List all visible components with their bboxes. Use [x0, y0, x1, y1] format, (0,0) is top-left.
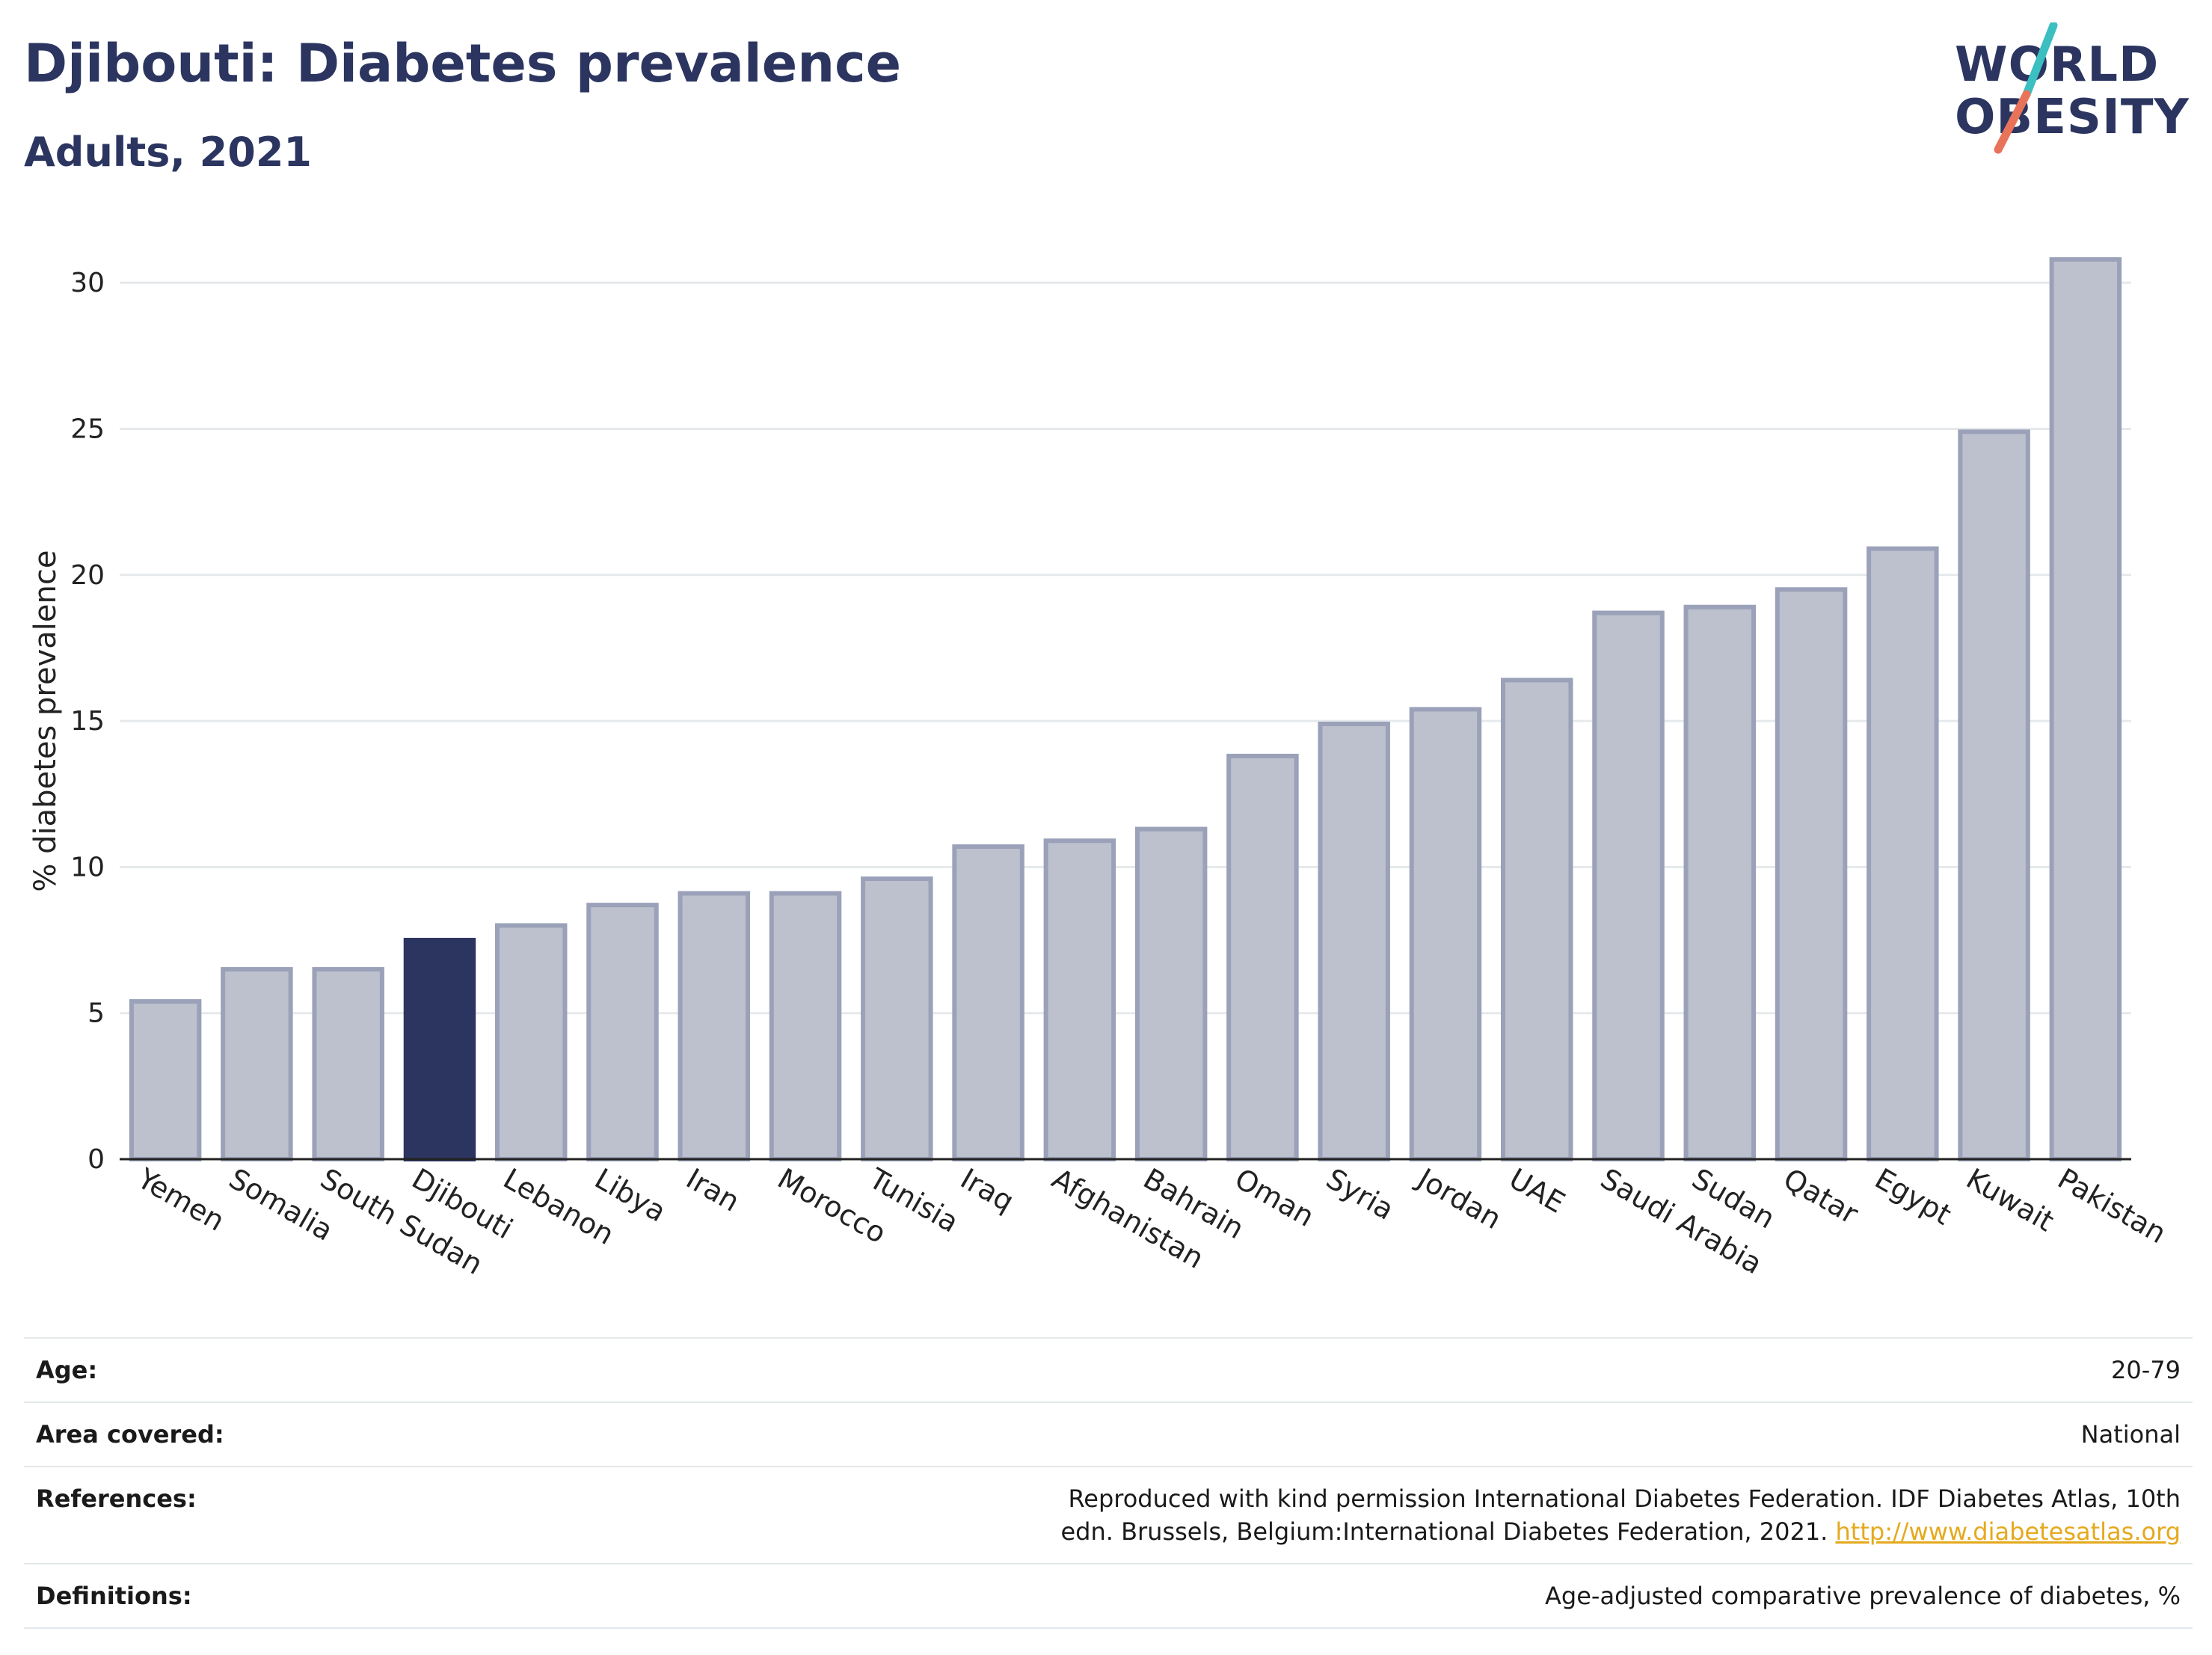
bar-bahrain	[1134, 826, 1208, 1161]
area-label: Area covered:	[24, 1401, 497, 1467]
info-table: Age: 20-79 Area covered: National Refere…	[24, 1337, 2193, 1629]
references-link[interactable]: http://www.diabetesatlas.org	[1835, 1517, 2181, 1546]
x-tick-label: Iraq	[955, 1162, 1019, 1218]
bar-djibouti	[403, 938, 476, 1161]
bar-egypt	[1867, 546, 1939, 1161]
definitions-label: Definitions:	[24, 1563, 497, 1629]
y-tick-label: 30	[70, 268, 105, 298]
bar-iraq	[952, 844, 1024, 1161]
y-tick-label: 15	[70, 706, 105, 737]
bar-saudi-arabia	[1592, 610, 1665, 1161]
references-text: Reproduced with kind permission Internat…	[1060, 1484, 2181, 1546]
bar-morocco	[769, 891, 842, 1161]
y-axis-label: % diabetes prevalence	[28, 550, 63, 892]
bar-lebanon	[494, 923, 568, 1161]
bar-kuwait	[1958, 429, 2030, 1161]
logo-line-1: WORLD	[1955, 37, 2160, 93]
bar-somalia	[221, 967, 293, 1161]
chart-title: Djibouti: Diabetes prevalence	[24, 33, 902, 94]
logo-slash-icon	[1994, 22, 2058, 154]
x-tick-label: Qatar	[1778, 1162, 1864, 1231]
y-tick-label: 25	[70, 414, 105, 444]
bar-yemen	[129, 999, 202, 1161]
bar-uae	[1500, 678, 1573, 1161]
x-tick-label: Iran	[681, 1162, 745, 1218]
info-row-references: References: Reproduced with kind permiss…	[24, 1466, 2193, 1565]
bar-sudan	[1683, 604, 1757, 1161]
world-obesity-logo: WORLD OBESITY	[1944, 22, 2199, 157]
x-tick-label: Pakistan	[2052, 1162, 2172, 1250]
bar-tunisia	[861, 876, 933, 1161]
x-tick-label: Kuwait	[1961, 1162, 2059, 1238]
logo-line-2: OBESITY	[1955, 90, 2190, 145]
references-value: Reproduced with kind permission Internat…	[497, 1466, 2193, 1565]
bar-oman	[1226, 753, 1299, 1161]
age-label: Age:	[24, 1337, 497, 1403]
x-tick-label: Jordan	[1411, 1161, 1507, 1236]
area-value: National	[497, 1401, 2193, 1467]
info-row-age: Age: 20-79	[24, 1337, 2193, 1403]
chart-subtitle: Adults, 2021	[24, 129, 312, 176]
info-row-area: Area covered: National	[24, 1401, 2193, 1467]
x-tick-label: Syria	[1321, 1162, 1399, 1226]
definitions-value: Age-adjusted comparative prevalence of d…	[497, 1563, 2193, 1629]
x-tick-label: UAE	[1504, 1162, 1570, 1220]
y-tick-label: 5	[87, 998, 105, 1029]
x-tick-label: Egypt	[1870, 1162, 1957, 1232]
bar-syria	[1318, 721, 1390, 1161]
bar-pakistan	[2049, 257, 2122, 1161]
bar-qatar	[1775, 587, 1848, 1161]
references-label: References:	[24, 1466, 497, 1565]
bar-chart: 0 5 10 15 20 25 30 % diabetes prevalence YemenSo…	[28, 257, 2172, 1281]
x-tick-label: Somalia	[224, 1162, 339, 1247]
y-tick-label: 10	[70, 852, 105, 882]
info-row-definitions: Definitions: Age-adjusted comparative pr…	[24, 1563, 2193, 1629]
y-tick-label: 0	[87, 1144, 105, 1175]
y-tick-label: 20	[70, 560, 105, 591]
age-value: 20-79	[497, 1337, 2193, 1403]
bar-south-sudan	[312, 967, 384, 1161]
x-tick-label: Yemen	[132, 1161, 230, 1238]
bar-iran	[678, 891, 751, 1161]
bar-afghanistan	[1043, 838, 1116, 1161]
bar-jordan	[1409, 707, 1482, 1161]
bar-libya	[586, 903, 659, 1161]
